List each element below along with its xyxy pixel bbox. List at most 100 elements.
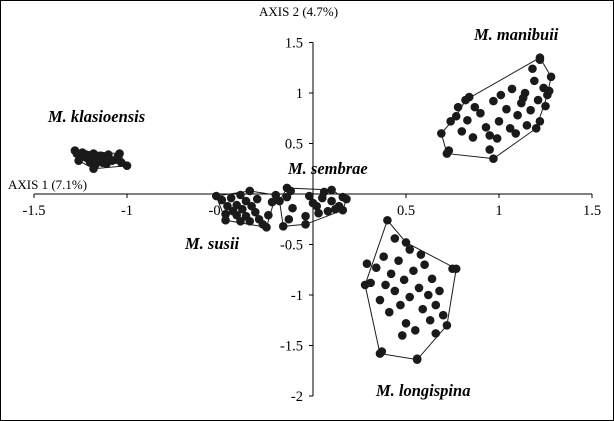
data-point-longispina <box>431 300 441 310</box>
data-point-longispina <box>381 280 390 290</box>
data-point-susii <box>223 201 232 211</box>
data-point-longispina <box>424 290 433 300</box>
data-point-klasioensis <box>113 152 122 161</box>
series-label-longispina: M. longispina <box>375 381 470 400</box>
data-point-sembrae <box>338 192 348 202</box>
data-point-susii <box>221 209 230 219</box>
data-point-susii <box>236 190 245 200</box>
data-point-longispina <box>405 292 415 302</box>
data-point-manibuii <box>535 55 545 64</box>
data-point-klasioensis <box>76 152 85 161</box>
data-point-longispina <box>379 252 388 261</box>
data-point-sembrae <box>278 222 288 231</box>
data-point-sembrae <box>284 214 294 224</box>
data-point-sembrae <box>331 204 340 214</box>
y-tick-label: -1 <box>291 288 303 304</box>
data-point-longispina <box>442 321 452 330</box>
x-tick-label: 0.5 <box>397 203 415 219</box>
y-tick-label: 0.5 <box>285 137 303 153</box>
data-point-longispina <box>425 315 435 325</box>
data-point-manibuii <box>444 146 454 155</box>
data-point-susii <box>267 197 277 207</box>
data-point-manibuii <box>531 124 541 133</box>
data-point-susii <box>258 220 268 229</box>
y-axis-label: AXIS 2 (4.7%) <box>259 4 338 19</box>
data-point-sembrae <box>301 220 310 229</box>
data-point-manibuii <box>451 111 461 121</box>
data-point-sembrae <box>327 196 336 206</box>
data-point-longispina <box>435 286 444 296</box>
data-point-longispina <box>384 307 394 317</box>
data-point-klasioensis <box>104 150 113 159</box>
series-label-sembrae: M. sembrae <box>287 159 368 178</box>
hull-longispina <box>364 219 457 361</box>
data-point-sembrae <box>301 211 310 221</box>
y-tick-label: -0.5 <box>280 238 303 254</box>
data-point-susii <box>226 193 236 203</box>
data-point-klasioensis <box>102 159 111 168</box>
y-tick-label: 1 <box>296 86 303 102</box>
x-tick-label: 1.5 <box>583 203 601 219</box>
data-point-longispina <box>390 234 400 243</box>
data-point-longispina <box>390 286 400 296</box>
data-point-longispina <box>427 274 437 284</box>
data-point-susii <box>236 216 245 226</box>
data-point-longispina <box>431 329 441 338</box>
data-point-susii <box>264 210 273 220</box>
data-point-klasioensis <box>85 157 95 166</box>
y-tick-label: 1.5 <box>285 36 303 52</box>
data-point-susii <box>245 216 255 226</box>
data-point-susii <box>252 194 262 204</box>
data-point-sembrae <box>327 185 336 195</box>
data-point-longispina <box>438 310 448 320</box>
data-point-manibuii <box>505 124 515 133</box>
data-point-susii <box>245 186 255 196</box>
data-point-manibuii <box>530 76 539 86</box>
data-point-sembrae <box>319 187 329 197</box>
series-label-klasioensis: M. klasioensis <box>47 107 145 126</box>
data-point-manibuii <box>453 102 463 112</box>
x-tick-label: -1 <box>121 203 133 219</box>
data-point-longispina <box>409 266 418 276</box>
data-point-manibuii <box>476 108 485 118</box>
x-tick-label: 1 <box>495 203 502 219</box>
data-point-manibuii <box>470 102 480 112</box>
data-point-longispina <box>397 331 407 340</box>
x-axis-label: AXIS 1 (7.1%) <box>8 177 87 192</box>
data-point-longispina <box>405 245 415 254</box>
data-point-longispina <box>386 269 396 279</box>
data-point-manibuii <box>533 95 543 105</box>
data-point-manibuii <box>496 90 506 100</box>
y-tick-label: -1.5 <box>280 339 303 355</box>
data-point-susii <box>238 204 247 214</box>
data-point-longispina <box>396 300 405 310</box>
data-point-manibuii <box>485 145 495 154</box>
data-point-manibuii <box>507 84 517 94</box>
data-point-klasioensis <box>94 154 104 163</box>
data-point-longispina <box>416 250 426 259</box>
data-point-sembrae <box>314 208 323 218</box>
data-point-manibuii <box>546 72 556 82</box>
data-point-longispina <box>366 278 375 288</box>
data-points <box>70 53 556 364</box>
data-point-susii <box>241 196 251 206</box>
data-point-manibuii <box>511 129 521 138</box>
data-point-manibuii <box>464 92 474 102</box>
data-point-longispina <box>399 275 409 285</box>
hull-manibuii <box>440 56 552 160</box>
data-point-longispina <box>414 283 424 293</box>
data-point-sembrae <box>323 206 333 216</box>
data-point-longispina <box>420 260 429 270</box>
data-point-manibuii <box>457 127 467 136</box>
data-point-susii <box>217 195 227 205</box>
data-point-sembrae <box>308 198 318 208</box>
data-point-longispina <box>377 347 387 356</box>
data-point-susii <box>221 215 230 225</box>
data-point-manibuii <box>485 131 495 140</box>
x-tick-label: -1.5 <box>23 203 46 219</box>
data-point-sembrae <box>304 191 314 201</box>
data-point-manibuii <box>492 134 502 143</box>
tick-marks: -1.5 -1 -0.5 0.5 1 1.51.510.5-0.5-1-1.5-2 <box>23 36 602 406</box>
